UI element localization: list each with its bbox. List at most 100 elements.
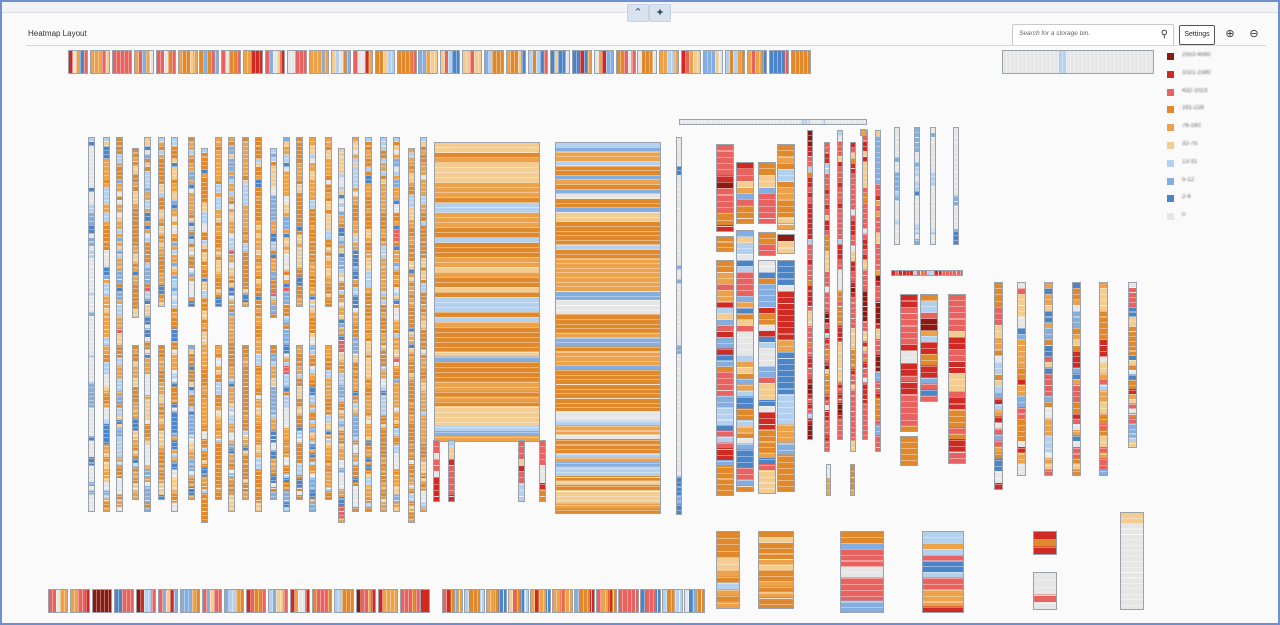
storage-rack[interactable]: [953, 127, 959, 245]
storage-rack[interactable]: [571, 50, 592, 74]
storage-rack[interactable]: [334, 589, 354, 613]
storage-rack[interactable]: [325, 345, 332, 500]
storage-rack[interactable]: [948, 294, 966, 464]
storage-rack[interactable]: [374, 50, 395, 74]
storage-rack[interactable]: [1120, 512, 1144, 610]
storage-rack[interactable]: [1033, 572, 1057, 610]
storage-rack[interactable]: [920, 294, 938, 402]
storage-rack[interactable]: [296, 345, 303, 500]
storage-rack[interactable]: [679, 119, 867, 125]
storage-rack[interactable]: [158, 589, 178, 613]
storage-rack[interactable]: [116, 137, 123, 512]
storage-rack[interactable]: [283, 137, 290, 512]
storage-rack[interactable]: [860, 129, 867, 136]
storage-rack[interactable]: [1044, 282, 1053, 476]
storage-rack[interactable]: [270, 148, 277, 318]
storage-rack[interactable]: [1033, 531, 1057, 555]
storage-rack[interactable]: [994, 282, 1003, 490]
storage-rack[interactable]: [442, 589, 463, 613]
storage-rack[interactable]: [180, 589, 200, 613]
storage-rack[interactable]: [914, 127, 920, 245]
storage-rack[interactable]: [640, 589, 661, 613]
storage-rack[interactable]: [891, 270, 963, 276]
storage-rack[interactable]: [1099, 282, 1108, 476]
storage-rack[interactable]: [900, 294, 918, 432]
storage-rack[interactable]: [393, 137, 400, 512]
storage-rack[interactable]: [716, 144, 734, 232]
storage-rack[interactable]: [242, 137, 249, 307]
storage-rack[interactable]: [684, 589, 705, 613]
storage-rack[interactable]: [268, 589, 288, 613]
storage-rack[interactable]: [132, 345, 139, 500]
storage-rack[interactable]: [243, 50, 264, 74]
storage-rack[interactable]: [380, 137, 387, 512]
storage-rack[interactable]: [171, 137, 178, 512]
storage-rack[interactable]: [807, 130, 813, 440]
storage-rack[interactable]: [418, 50, 439, 74]
storage-rack[interactable]: [826, 464, 831, 496]
storage-rack[interactable]: [440, 50, 461, 74]
storage-rack[interactable]: [309, 137, 316, 512]
pin-button[interactable]: ✦: [649, 4, 671, 22]
storage-rack[interactable]: [188, 345, 195, 500]
storage-rack[interactable]: [202, 589, 222, 613]
storage-rack[interactable]: [574, 589, 595, 613]
storage-rack[interactable]: [539, 440, 546, 502]
storage-rack[interactable]: [777, 234, 795, 254]
storage-rack[interactable]: [158, 345, 165, 500]
storage-rack[interactable]: [790, 50, 811, 74]
storage-rack[interactable]: [400, 589, 420, 613]
storage-rack[interactable]: [144, 137, 151, 512]
storage-rack[interactable]: [420, 137, 427, 512]
storage-rack[interactable]: [850, 464, 855, 496]
storage-rack[interactable]: [70, 589, 90, 613]
storage-rack[interactable]: [132, 148, 139, 318]
storage-rack[interactable]: [246, 589, 266, 613]
storage-rack[interactable]: [103, 137, 110, 512]
storage-rack[interactable]: [338, 148, 345, 523]
storage-rack[interactable]: [662, 589, 683, 613]
storage-rack[interactable]: [290, 589, 310, 613]
storage-rack[interactable]: [681, 50, 702, 74]
storage-rack[interactable]: [506, 50, 526, 74]
zoom-in-icon[interactable]: ⊕: [1225, 28, 1235, 40]
storage-rack[interactable]: [89, 50, 110, 74]
storage-rack[interactable]: [777, 144, 795, 230]
storage-rack[interactable]: [308, 50, 329, 74]
storage-rack[interactable]: [508, 589, 529, 613]
storage-rack[interactable]: [68, 50, 88, 74]
storage-rack[interactable]: [1017, 282, 1026, 476]
storage-rack[interactable]: [1072, 282, 1081, 476]
storage-rack[interactable]: [221, 50, 242, 74]
storage-rack[interactable]: [352, 50, 373, 74]
storage-rack[interactable]: [420, 589, 430, 613]
storage-rack[interactable]: [930, 127, 936, 245]
storage-rack[interactable]: [725, 50, 745, 74]
storage-rack[interactable]: [228, 137, 235, 512]
storage-rack[interactable]: [618, 589, 639, 613]
storage-rack[interactable]: [527, 50, 548, 74]
storage-rack[interactable]: [114, 589, 134, 613]
storage-rack[interactable]: [312, 589, 332, 613]
storage-rack[interactable]: [716, 236, 734, 252]
storage-rack[interactable]: [758, 232, 776, 256]
storage-rack[interactable]: [325, 137, 332, 307]
storage-rack[interactable]: [199, 50, 220, 74]
storage-rack[interactable]: [155, 50, 176, 74]
storage-rack[interactable]: [768, 50, 789, 74]
storage-rack[interactable]: [555, 142, 661, 514]
storage-rack[interactable]: [552, 589, 573, 613]
storage-rack[interactable]: [224, 589, 244, 613]
storage-rack[interactable]: [270, 345, 277, 500]
storage-rack[interactable]: [716, 260, 734, 496]
storage-rack[interactable]: [111, 50, 132, 74]
storage-rack[interactable]: [408, 148, 415, 523]
storage-rack[interactable]: [837, 130, 843, 440]
storage-rack[interactable]: [840, 531, 884, 613]
storage-rack[interactable]: [758, 260, 776, 494]
storage-rack[interactable]: [900, 436, 918, 466]
storage-rack[interactable]: [549, 50, 570, 74]
storage-rack[interactable]: [736, 162, 754, 224]
collapse-button[interactable]: ⌃: [627, 4, 649, 22]
storage-rack[interactable]: [1002, 50, 1154, 74]
